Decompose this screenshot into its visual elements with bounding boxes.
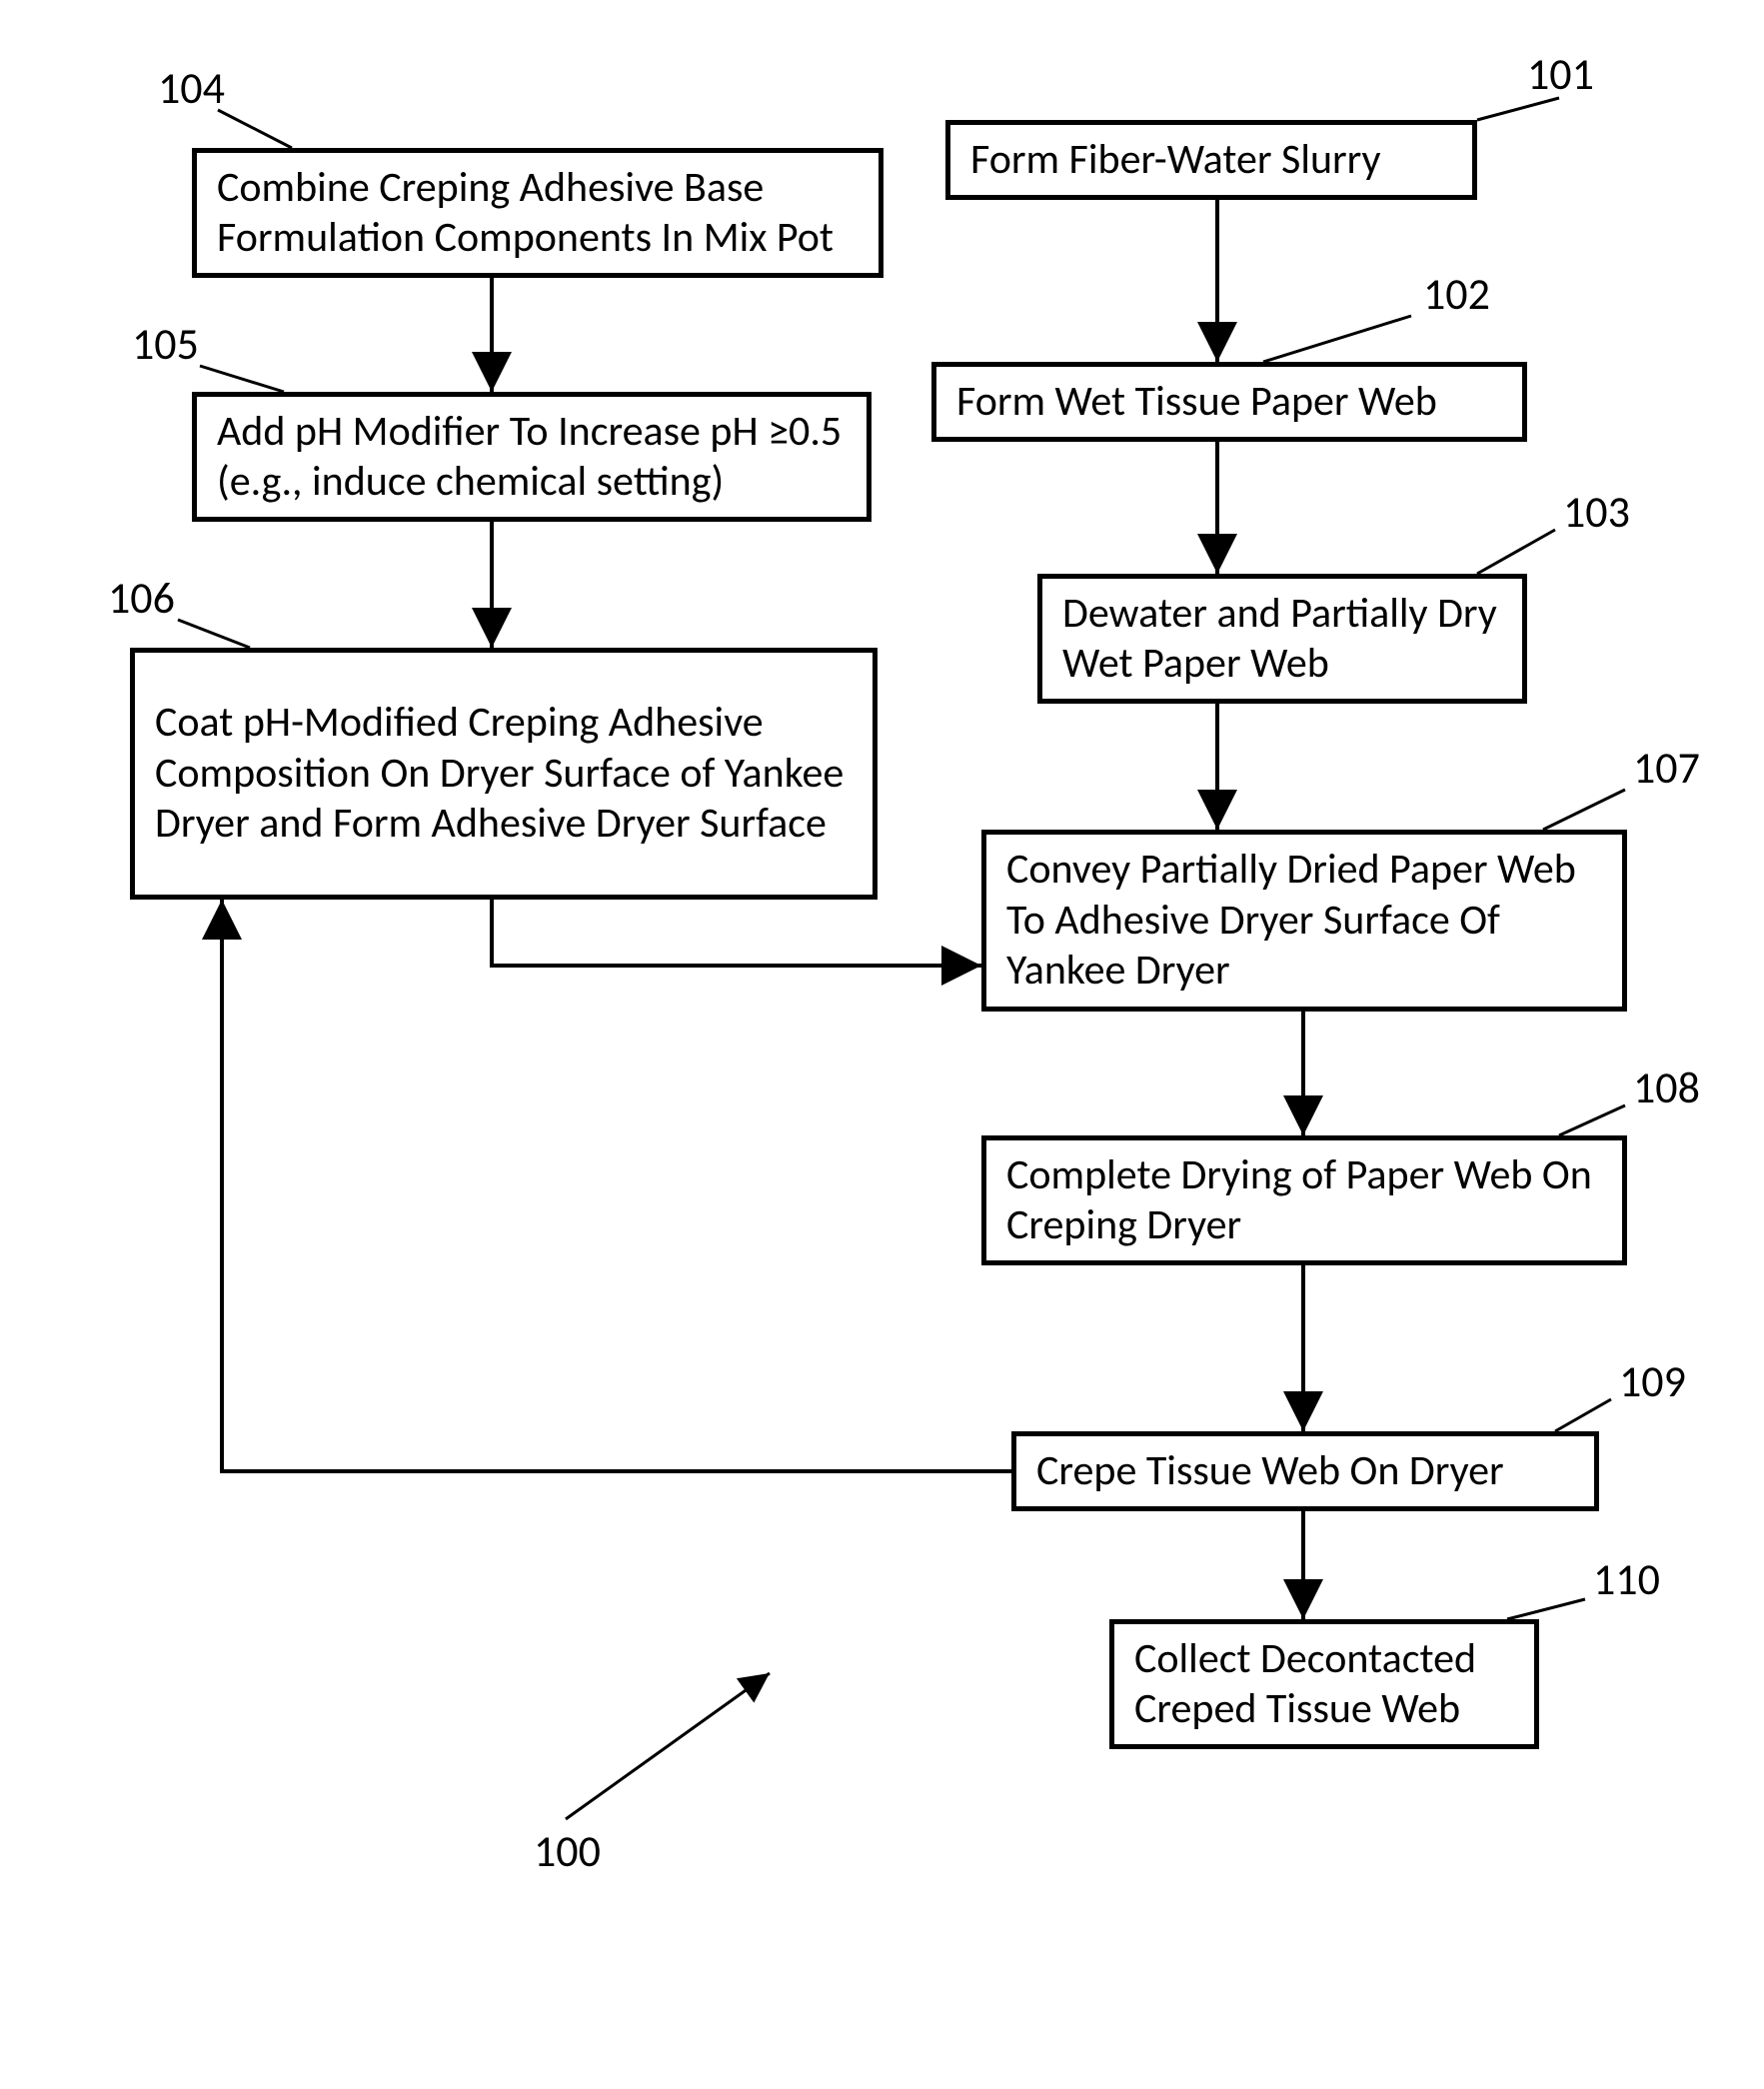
node-101: Form Fiber-Water Slurry <box>945 120 1477 200</box>
node-108: Complete Drying of Paper Web On Creping … <box>981 1135 1627 1265</box>
callout-c110 <box>1507 1599 1585 1619</box>
callout-c100 <box>566 1673 770 1819</box>
ref-109: 109 <box>1619 1359 1686 1403</box>
node-102-text: Form Wet Tissue Paper Web <box>956 377 1437 427</box>
ref-104: 104 <box>158 66 225 110</box>
node-109: Crepe Tissue Web On Dryer <box>1011 1431 1599 1511</box>
ref-106: 106 <box>108 576 175 620</box>
node-110-text: Collect Decontacted Creped Tissue Web <box>1134 1634 1514 1735</box>
callout-c104 <box>218 110 292 148</box>
ref-100: 100 <box>534 1829 601 1873</box>
ref-110: 110 <box>1593 1557 1660 1601</box>
callout-c109 <box>1555 1399 1611 1431</box>
callout-c108 <box>1559 1105 1625 1135</box>
ref-105: 105 <box>132 322 199 366</box>
node-103-text: Dewater and Partially Dry Wet Paper Web <box>1062 589 1502 690</box>
callout-c102 <box>1263 316 1411 362</box>
callout-c105 <box>200 366 284 392</box>
node-105: Add pH Modifier To Increase pH ≥0.5 (e.g… <box>192 392 872 522</box>
ref-108: 108 <box>1633 1065 1700 1109</box>
ref-103: 103 <box>1563 490 1630 534</box>
ref-102: 102 <box>1423 272 1490 316</box>
callout-c107 <box>1543 790 1625 830</box>
callout-c103 <box>1477 530 1555 574</box>
callout-c106 <box>178 620 250 648</box>
node-110: Collect Decontacted Creped Tissue Web <box>1109 1619 1539 1749</box>
ref-107: 107 <box>1633 746 1700 790</box>
node-106-text: Coat pH-Modified Creping Adhesive Compos… <box>155 698 853 849</box>
node-104: Combine Creping Adhesive Base Formulatio… <box>192 148 883 278</box>
node-107-text: Convey Partially Dried Paper Web To Adhe… <box>1006 845 1602 996</box>
node-108-text: Complete Drying of Paper Web On Creping … <box>1006 1150 1602 1251</box>
edge-e106-107 <box>492 900 981 966</box>
node-103: Dewater and Partially Dry Wet Paper Web <box>1037 574 1527 704</box>
node-101-text: Form Fiber-Water Slurry <box>970 135 1381 185</box>
edge-e109-106 <box>222 900 1011 1471</box>
node-104-text: Combine Creping Adhesive Base Formulatio… <box>217 163 859 264</box>
node-105-text: Add pH Modifier To Increase pH ≥0.5 (e.g… <box>217 407 847 508</box>
node-102: Form Wet Tissue Paper Web <box>931 362 1527 442</box>
node-106: Coat pH-Modified Creping Adhesive Compos… <box>130 648 878 900</box>
callout-c101 <box>1477 98 1559 120</box>
node-107: Convey Partially Dried Paper Web To Adhe… <box>981 830 1627 1012</box>
node-109-text: Crepe Tissue Web On Dryer <box>1036 1446 1504 1496</box>
flowchart-canvas: Form Fiber-Water Slurry Form Wet Tissue … <box>0 0 1764 2089</box>
arrow-overlay <box>0 0 1764 2089</box>
ref-101: 101 <box>1527 52 1594 96</box>
